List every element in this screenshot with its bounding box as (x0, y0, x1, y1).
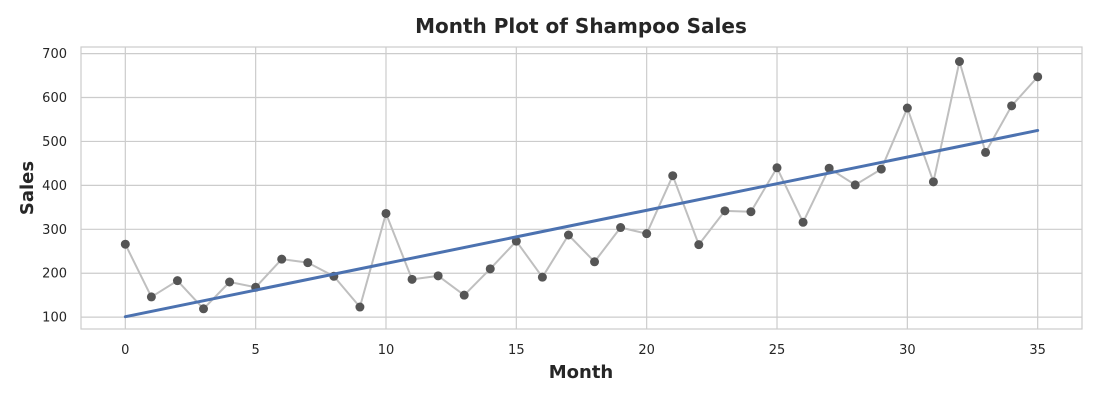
data-point (172, 276, 182, 286)
data-point (277, 254, 287, 264)
x-tick-label: 35 (1029, 343, 1046, 358)
data-point (407, 274, 417, 284)
data-point (433, 271, 443, 281)
y-tick-label: 600 (42, 91, 67, 106)
data-point (824, 163, 834, 173)
plot-area (80, 46, 1083, 330)
data-point (668, 171, 678, 181)
x-tick-labels: 0 5 10 15 20 25 30 35 (121, 343, 1046, 358)
x-tick-label: 30 (899, 343, 916, 358)
sales-line (124, 60, 1039, 310)
data-point (928, 177, 938, 187)
data-point (1007, 101, 1017, 111)
series-layer (120, 56, 1043, 314)
y-tick-label: 500 (42, 135, 67, 150)
y-tick-labels: 100 200 300 400 500 600 700 (42, 47, 67, 326)
data-point (746, 207, 756, 217)
x-tick-label: 10 (378, 343, 395, 358)
data-point (642, 229, 652, 239)
data-point (511, 236, 521, 246)
data-point (772, 163, 782, 173)
y-tick-label: 700 (42, 47, 67, 62)
data-point (381, 208, 391, 218)
data-point (954, 56, 964, 66)
x-tick-label: 15 (508, 343, 525, 358)
x-axis-label: Month (549, 362, 614, 383)
data-point (485, 264, 495, 274)
grid-layer (81, 47, 1082, 329)
data-point (720, 206, 730, 216)
data-point (850, 180, 860, 190)
y-tick-label: 400 (42, 179, 67, 194)
x-tick-label: 5 (252, 343, 260, 358)
data-point (902, 103, 912, 113)
data-point (981, 147, 991, 157)
y-tick-label: 300 (42, 223, 67, 238)
data-point (537, 272, 547, 282)
x-tick-label: 20 (638, 343, 655, 358)
data-point (590, 257, 600, 267)
x-tick-label: 0 (121, 343, 129, 358)
data-point (876, 164, 886, 174)
data-point (798, 217, 808, 227)
y-tick-label: 200 (42, 267, 67, 282)
trend-layer (123, 128, 1040, 319)
data-point (616, 223, 626, 233)
y-axis-label: Sales (17, 161, 38, 215)
x-tick-label: 25 (769, 343, 786, 358)
data-point (120, 239, 130, 249)
data-point (146, 292, 156, 302)
data-point (694, 240, 704, 250)
data-point (225, 277, 235, 287)
y-tick-label: 100 (42, 311, 67, 326)
data-point (199, 304, 209, 314)
data-point (303, 258, 313, 268)
chart-title: Month Plot of Shampoo Sales (415, 14, 747, 38)
data-point (1033, 72, 1043, 82)
data-point (355, 302, 365, 312)
data-point (459, 290, 469, 300)
trend-line (123, 128, 1040, 319)
data-point (563, 230, 573, 240)
